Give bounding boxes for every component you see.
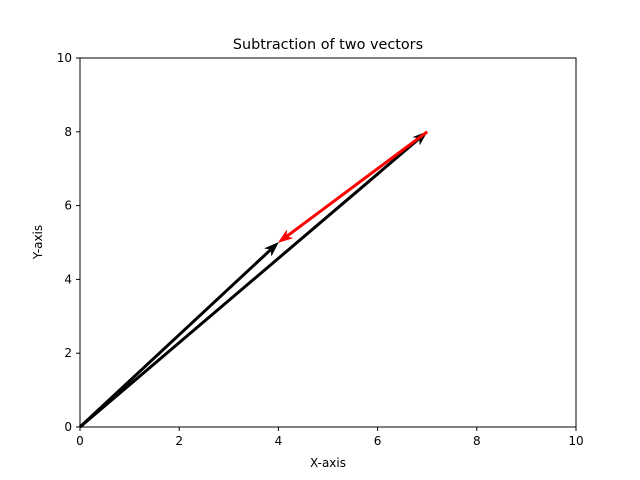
y-axis-title: Y-axis — [31, 225, 45, 260]
y-tick-label: 10 — [57, 51, 72, 65]
x-tick-label: 0 — [76, 434, 84, 448]
x-tick-label: 6 — [374, 434, 382, 448]
y-tick-label: 0 — [64, 420, 72, 434]
vector-2 — [79, 131, 428, 429]
vector-shaft — [79, 137, 421, 429]
y-tick-label: 8 — [64, 125, 72, 139]
vector-3 — [277, 130, 429, 243]
x-tick-label: 10 — [568, 434, 583, 448]
chart-title: Subtraction of two vectors — [233, 37, 423, 53]
vector-shaft — [78, 248, 273, 429]
vector-1 — [78, 241, 279, 429]
x-axis-ticks: 0 2 4 6 8 10 — [76, 427, 584, 448]
x-tick-label: 2 — [175, 434, 183, 448]
x-tick-label: 4 — [275, 434, 283, 448]
x-axis-title: X-axis — [310, 456, 346, 470]
y-axis-ticks: 0 2 4 6 8 10 — [57, 51, 80, 434]
vector-arrowhead — [263, 241, 279, 257]
y-tick-label: 6 — [64, 199, 72, 213]
y-tick-label: 4 — [64, 272, 72, 286]
x-tick-label: 8 — [473, 434, 481, 448]
plot-frame — [79, 57, 577, 428]
vector-shaft — [285, 130, 429, 238]
vector-arrowhead — [277, 229, 294, 243]
vector-layer — [78, 130, 429, 429]
y-tick-label: 2 — [64, 346, 72, 360]
